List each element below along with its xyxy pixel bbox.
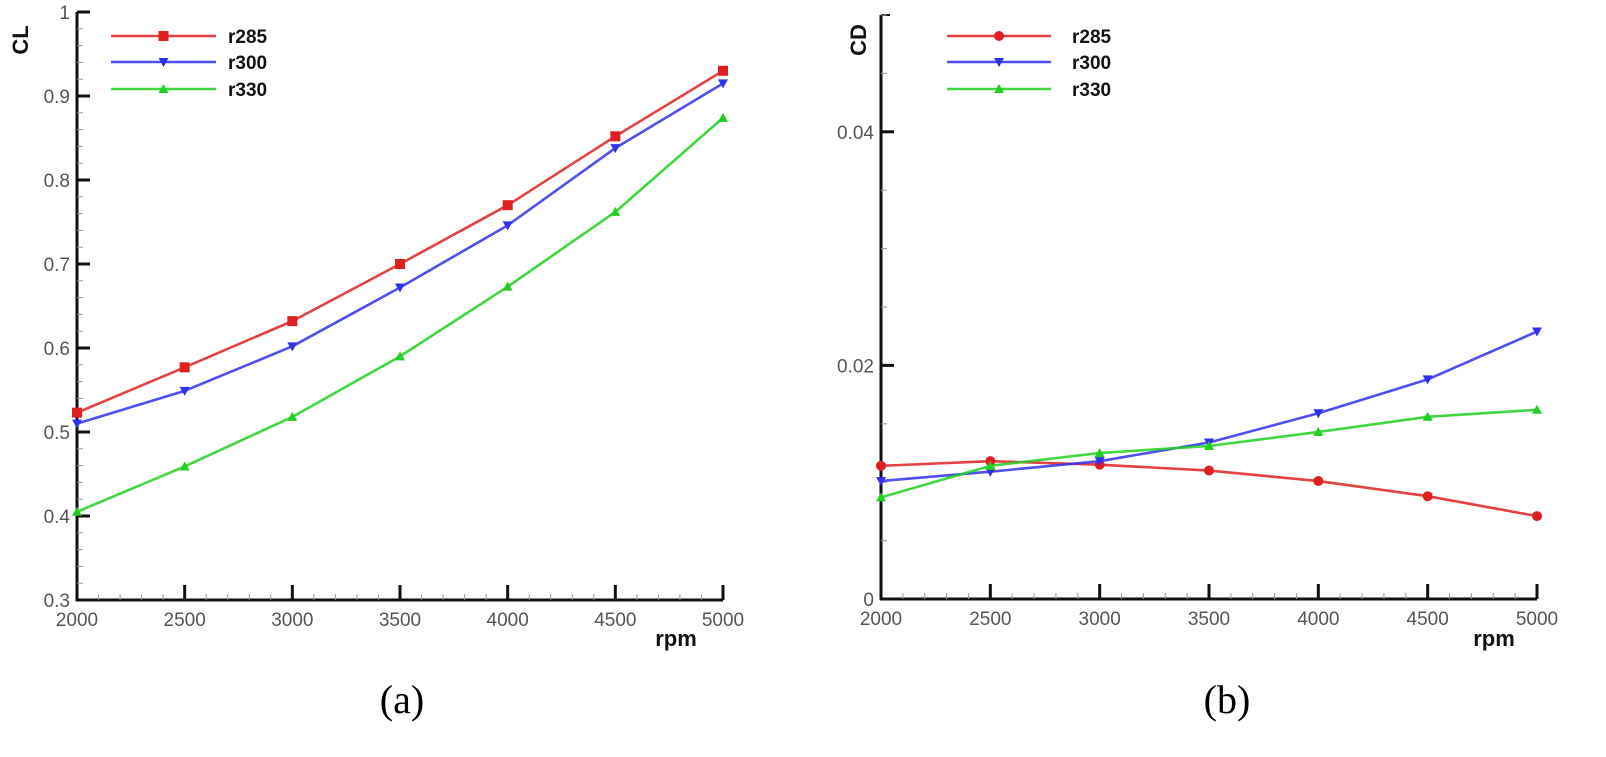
legend-marker-r300	[158, 58, 169, 67]
data-point-r330	[985, 460, 996, 470]
data-point-r285	[395, 259, 405, 269]
data-point-r300	[985, 467, 996, 477]
data-point-r330	[287, 411, 298, 421]
data-point-r300	[72, 419, 82, 429]
legend-label-r300: r300	[228, 53, 267, 74]
y-axis-title: CL	[8, 25, 33, 54]
data-point-r330	[1313, 426, 1324, 436]
y-tick-label: 0.9	[44, 87, 70, 108]
y-axis-title: CD	[846, 24, 871, 56]
data-point-r300	[1422, 375, 1433, 385]
x-tick-label: 4000	[1297, 609, 1339, 630]
chart-cd-vs-rpm: 0 0.02 0.04 2000 2500 3000 3500 4000 4500 5000 CD r…	[837, 14, 1558, 651]
data-point-r330	[72, 506, 82, 516]
y-tick-label: 0	[863, 590, 874, 611]
data-point-r330	[395, 351, 405, 361]
data-point-r330	[1094, 448, 1105, 457]
legend-marker-r330	[994, 84, 1004, 93]
data-point-r330	[718, 112, 728, 122]
data-point-r330	[179, 461, 190, 471]
data-point-r300	[395, 283, 405, 293]
legend: r285 r300 r330	[111, 27, 268, 101]
x-axis-title: rpm	[655, 626, 697, 651]
x-tick-label: 3000	[1079, 609, 1121, 630]
data-point-r300	[876, 477, 886, 487]
y-tick-label: 0.02	[837, 356, 874, 377]
data-point-r300	[502, 221, 513, 231]
x-tick-label: 4500	[594, 610, 636, 631]
x-tick-label: 2000	[56, 610, 98, 631]
data-point-r285	[1532, 511, 1542, 522]
data-point-r300	[610, 144, 621, 154]
data-point-r285	[1204, 465, 1214, 476]
series-line-r285	[76, 69, 724, 414]
data-point-r330	[876, 492, 886, 502]
data-point-r330	[1422, 411, 1433, 421]
y-tick-label: 0.7	[44, 255, 70, 276]
data-point-r330	[1204, 440, 1214, 450]
chart-cl-vs-rpm: 0.3 0.4 0.5 0.6 0.7 0.8 0.9 1 2000 2500 3000 3500 40…	[8, 3, 744, 651]
x-tick-label: 5000	[702, 610, 744, 631]
x-tick-label: 3000	[271, 610, 313, 631]
legend-label-r300: r300	[1072, 53, 1111, 74]
data-point-r300	[1313, 409, 1324, 419]
data-point-r285	[287, 316, 298, 327]
legend-marker-r285	[158, 31, 169, 41]
x-tick-label: 3500	[379, 610, 421, 631]
caption-b: (b)	[1204, 677, 1251, 722]
series-r300	[72, 79, 728, 429]
y-tick-label: 0.4	[44, 507, 71, 528]
legend-label-r330: r330	[228, 80, 267, 101]
data-point-r285	[72, 407, 82, 418]
legend-marker-r285	[994, 31, 1004, 41]
data-point-r285	[718, 65, 728, 76]
series-line-r300	[880, 330, 1538, 483]
data-point-r285	[1313, 476, 1324, 487]
series-r285	[876, 456, 1542, 522]
caption-a: (a)	[380, 677, 424, 722]
x-tick-label: 2500	[164, 610, 206, 631]
y-tick-label: 0.6	[44, 339, 70, 360]
legend-label-r285: r285	[1072, 27, 1112, 48]
data-point-r285	[179, 362, 190, 373]
legend: r285 r300 r330	[947, 27, 1112, 101]
legend-label-r330: r330	[1072, 80, 1111, 101]
series-line-r330	[880, 408, 1538, 499]
series-r285	[72, 65, 728, 418]
y-tick-label: 0.5	[44, 423, 70, 444]
x-tick-label: 2000	[860, 609, 902, 630]
data-point-r285	[502, 200, 513, 211]
data-point-r330	[610, 206, 621, 216]
data-point-r285	[610, 131, 621, 142]
y-tick-label: 0.3	[44, 591, 70, 612]
y-tick-label: 0.8	[44, 171, 70, 192]
data-point-r300	[179, 386, 190, 396]
x-tick-label: 4000	[487, 610, 529, 631]
data-point-r285	[876, 460, 886, 471]
data-point-r285	[1422, 491, 1433, 502]
series-r330	[876, 404, 1542, 502]
x-tick-label: 4500	[1407, 609, 1449, 630]
x-tick-label: 5000	[1516, 609, 1558, 630]
data-point-r300	[1532, 327, 1542, 337]
data-point-r330	[1532, 404, 1542, 414]
x-tick-label: 3500	[1188, 609, 1230, 630]
data-point-r330	[502, 281, 513, 291]
x-tick-label: 2500	[969, 609, 1011, 630]
series-r330	[72, 112, 728, 516]
legend-marker-r330	[158, 84, 169, 93]
x-axis-title: rpm	[1473, 626, 1515, 651]
data-point-r300	[1094, 457, 1105, 467]
legend-label-r285: r285	[228, 27, 268, 48]
y-tick-label: 0.04	[837, 123, 874, 144]
series-line-r330	[76, 116, 724, 513]
legend-marker-r300	[994, 58, 1004, 67]
y-tick-label: 1	[59, 3, 70, 24]
data-point-r300	[718, 79, 728, 89]
data-point-r300	[287, 342, 298, 352]
